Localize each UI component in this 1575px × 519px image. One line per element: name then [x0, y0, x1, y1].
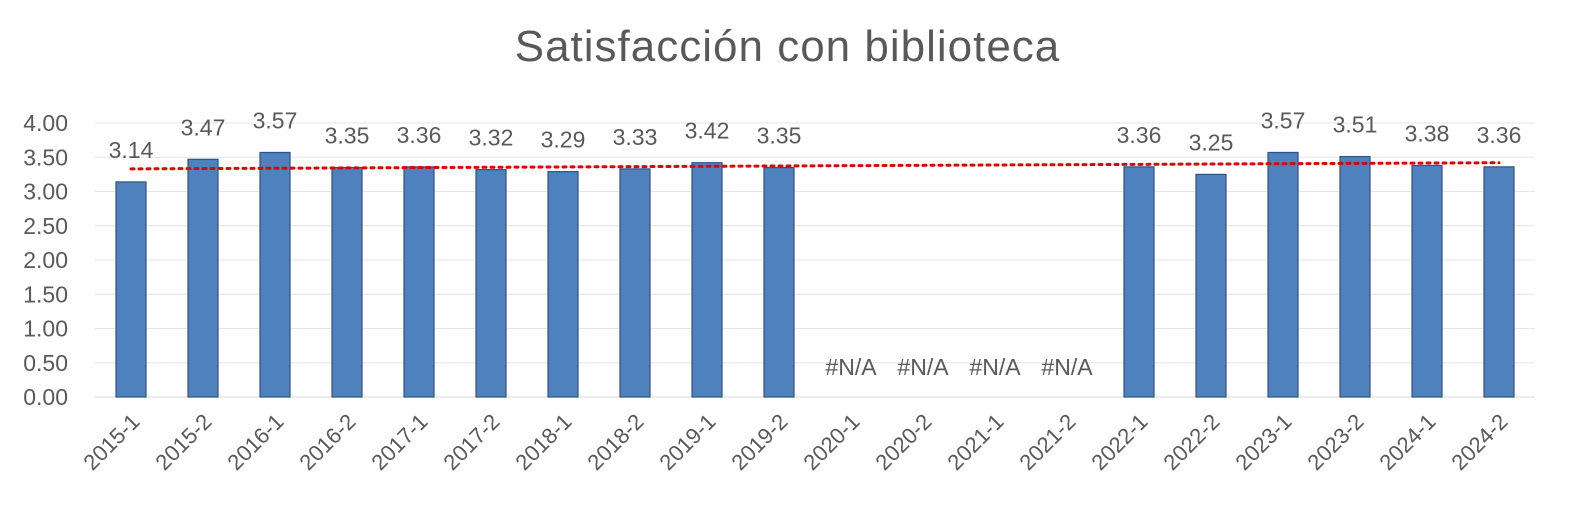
data-label: 3.14 — [109, 137, 154, 163]
x-tick-label: 2024-1 — [1374, 409, 1440, 475]
bar — [1123, 166, 1155, 398]
data-label: 3.36 — [397, 122, 442, 148]
data-label-na: #N/A — [897, 354, 949, 380]
y-tick-label: 3.50 — [23, 144, 68, 170]
chart-title: Satisfacción con biblioteca — [514, 22, 1061, 71]
bar — [763, 166, 795, 398]
data-label: 3.35 — [325, 123, 370, 149]
x-tick-label: 2018-2 — [582, 409, 648, 475]
y-tick-label: 3.00 — [23, 179, 68, 205]
data-label: 3.35 — [757, 123, 802, 149]
y-tick-label: 4.00 — [23, 110, 68, 136]
data-label: 3.38 — [1405, 120, 1450, 146]
x-tick-label: 2022-1 — [1086, 409, 1152, 475]
x-tick-label: 2020-2 — [870, 409, 936, 475]
data-label-na: #N/A — [825, 354, 877, 380]
bar — [1339, 155, 1371, 398]
x-tick-label: 2022-2 — [1158, 409, 1224, 475]
data-label: 3.42 — [685, 118, 730, 144]
y-tick-label: 2.50 — [23, 213, 68, 239]
x-tick-label: 2021-1 — [942, 409, 1008, 475]
bar — [187, 158, 219, 398]
y-tick-label: 0.50 — [23, 350, 68, 376]
data-label-na: #N/A — [969, 354, 1021, 380]
y-tick-label: 2.00 — [23, 247, 68, 273]
y-tick-label: 0.00 — [23, 384, 68, 410]
data-label: 3.36 — [1477, 122, 1522, 148]
x-tick-label: 2018-1 — [510, 409, 576, 475]
x-tick-label: 2019-1 — [654, 409, 720, 475]
x-tick-label: 2020-1 — [798, 409, 864, 475]
data-label: 3.47 — [181, 114, 226, 140]
data-label: 3.36 — [1117, 122, 1162, 148]
x-tick-label: 2017-1 — [366, 409, 432, 475]
y-tick-label: 1.50 — [23, 281, 68, 307]
x-tick-label: 2024-2 — [1446, 409, 1512, 475]
x-tick-label: 2021-2 — [1014, 409, 1080, 475]
data-label: 3.51 — [1333, 112, 1378, 138]
data-label: 3.32 — [469, 125, 514, 151]
bar — [1411, 164, 1443, 398]
x-tick-label: 2016-2 — [294, 409, 360, 475]
data-label: 3.57 — [1261, 107, 1306, 133]
x-tick-label: 2015-1 — [78, 409, 144, 475]
y-tick-label: 1.00 — [23, 316, 68, 342]
x-tick-label: 2015-2 — [150, 409, 216, 475]
bar — [547, 171, 579, 398]
data-label: 3.57 — [253, 107, 298, 133]
x-tick-label: 2023-1 — [1230, 409, 1296, 475]
data-label-na: #N/A — [1041, 354, 1093, 380]
x-tick-label: 2019-2 — [726, 409, 792, 475]
data-label: 3.25 — [1189, 129, 1234, 155]
x-tick-label: 2016-1 — [222, 409, 288, 475]
bar — [691, 162, 723, 398]
bar — [403, 166, 435, 398]
data-label: 3.33 — [613, 124, 658, 150]
trendline — [129, 161, 1501, 171]
bar — [115, 181, 147, 398]
bar — [475, 168, 507, 398]
bar — [259, 151, 291, 398]
data-label: 3.29 — [541, 127, 586, 153]
bar — [1267, 151, 1299, 398]
bar — [619, 168, 651, 398]
bar — [331, 166, 363, 398]
x-tick-label: 2017-2 — [438, 409, 504, 475]
bar — [1195, 173, 1227, 398]
x-tick-label: 2023-2 — [1302, 409, 1368, 475]
bar — [1483, 166, 1515, 398]
